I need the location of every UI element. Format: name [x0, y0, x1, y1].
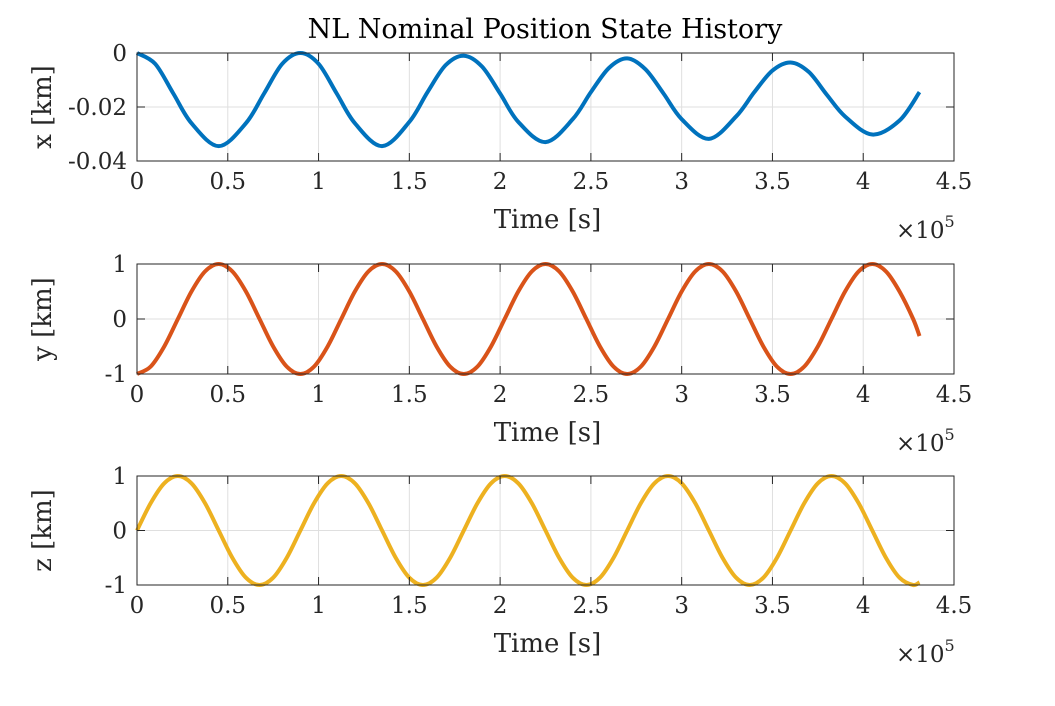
subplot-x-xtick-label: 0	[130, 169, 145, 195]
subplot-x-ylabel: x [km]	[28, 65, 58, 149]
subplot-x-xtick-label: 0.5	[209, 169, 246, 195]
subplot-x-xtick-label: 1	[311, 169, 326, 195]
subplot-z-xlabel: Time [s]	[494, 629, 602, 659]
subplot-x-xlabel: Time [s]	[494, 205, 602, 235]
subplot-z-ytick-label: 0	[112, 519, 127, 545]
subplot-x-xtick-label: 2.5	[573, 169, 610, 195]
subplot-z-ylabel: z [km]	[28, 489, 58, 572]
subplot-z-xtick-label: 3.5	[754, 593, 791, 619]
subplot-x-x-exponent: ×105	[896, 212, 955, 244]
subplot-y-xtick-label: 0.5	[209, 382, 246, 408]
subplot-x-ytick-label: 0	[112, 41, 127, 67]
subplot-y-ytick-label: 0	[112, 307, 127, 333]
subplot-x-series-line	[135, 51, 922, 149]
subplot-y-xtick-label: 3	[674, 382, 689, 408]
subplot-z-xtick-label: 0.5	[209, 593, 246, 619]
subplot-y-ylabel: y [km]	[28, 277, 58, 362]
subplot-x-xtick-label: 4	[856, 169, 871, 195]
subplot-z-xtick-label: 4.5	[936, 593, 973, 619]
subplot-y-ytick-label: 1	[112, 252, 127, 278]
subplot-y-xtick-label: 4.5	[936, 382, 973, 408]
subplot-x-xtick-label: 4.5	[936, 169, 973, 195]
subplot-z-xtick-label: 1.5	[391, 593, 428, 619]
subplot-y-xtick-label: 4	[856, 382, 871, 408]
subplot-x-xtick-label: 2	[493, 169, 508, 195]
subplot-z-xtick-label: 2.5	[573, 593, 610, 619]
figure-title: NL Nominal Position State History	[308, 14, 783, 45]
subplot-y-x-exponent: ×105	[896, 425, 955, 457]
subplot-y-xtick-label: 2.5	[573, 382, 610, 408]
subplot-y-xtick-label: 1.5	[391, 382, 428, 408]
subplot-y-xtick-label: 0	[130, 382, 145, 408]
subplot-y-series-line	[136, 262, 922, 376]
subplot-y-xlabel: Time [s]	[494, 418, 602, 448]
subplot-x-xtick-label: 1.5	[391, 169, 428, 195]
subplot-z-ytick-label: -1	[105, 573, 127, 599]
subplot-x: 0 0.5 1 1.5 2 2.5 3 3.5 4 4.5 -0.04 -0.02 0 Time [s] x…	[28, 41, 972, 244]
subplot-y-ytick-label: -1	[105, 362, 127, 388]
subplot-y-xtick-label: 1	[311, 382, 326, 408]
subplot-x-xtick-label: 3	[674, 169, 689, 195]
subplot-z-xtick-label: 3	[674, 593, 689, 619]
subplot-z-ytick-label: 1	[112, 464, 127, 490]
subplot-y-xtick-label: 3.5	[754, 382, 791, 408]
subplot-z-xtick-label: 2	[493, 593, 508, 619]
subplot-z-series-line	[135, 474, 921, 588]
subplot-z-xtick-label: 4	[856, 593, 871, 619]
subplot-z-xtick-label: 1	[311, 593, 326, 619]
subplot-x-xtick-label: 3.5	[754, 169, 791, 195]
subplot-z-xtick-label: 0	[130, 593, 145, 619]
subplot-z-x-exponent: ×105	[896, 636, 955, 668]
subplot-x-ytick-label: -0.02	[68, 95, 127, 121]
subplot-x-ytick-label: -0.04	[68, 149, 127, 175]
subplot-y-xtick-label: 2	[493, 382, 508, 408]
